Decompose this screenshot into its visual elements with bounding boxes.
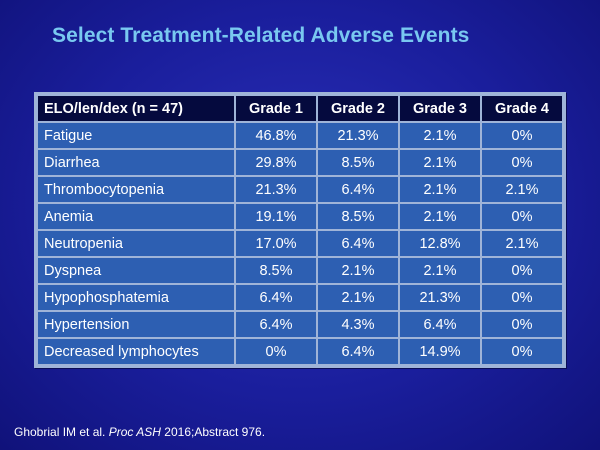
grade-3-value: 6.4% <box>400 312 480 337</box>
adverse-events-table-container: ELO/len/dex (n = 47) Grade 1 Grade 2 Gra… <box>34 92 566 368</box>
grade-3-value: 21.3% <box>400 285 480 310</box>
grade-2-value: 6.4% <box>318 231 398 256</box>
grade-4-value: 0% <box>482 150 562 175</box>
grade-1-value: 0% <box>236 339 316 364</box>
grade-4-value: 0% <box>482 123 562 148</box>
grade-2-value: 6.4% <box>318 177 398 202</box>
citation-journal: Proc ASH <box>108 425 161 439</box>
header-cohort: ELO/len/dex (n = 47) <box>38 96 234 121</box>
grade-3-value: 2.1% <box>400 123 480 148</box>
table-row: Neutropenia 17.0% 6.4% 12.8% 2.1% <box>38 231 562 256</box>
grade-4-value: 0% <box>482 204 562 229</box>
event-name: Hypertension <box>38 312 234 337</box>
event-name: Thrombocytopenia <box>38 177 234 202</box>
grade-3-value: 2.1% <box>400 177 480 202</box>
table-row: Dyspnea 8.5% 2.1% 2.1% 0% <box>38 258 562 283</box>
grade-3-value: 2.1% <box>400 258 480 283</box>
grade-3-value: 2.1% <box>400 204 480 229</box>
grade-2-value: 8.5% <box>318 150 398 175</box>
event-name: Neutropenia <box>38 231 234 256</box>
table-row: Hypertension 6.4% 4.3% 6.4% 0% <box>38 312 562 337</box>
grade-1-value: 6.4% <box>236 285 316 310</box>
grade-3-value: 12.8% <box>400 231 480 256</box>
grade-3-value: 14.9% <box>400 339 480 364</box>
slide-title: Select Treatment-Related Adverse Events <box>52 24 470 47</box>
grade-2-value: 21.3% <box>318 123 398 148</box>
citation-authors: Ghobrial IM et al. <box>14 425 109 439</box>
grade-1-value: 46.8% <box>236 123 316 148</box>
grade-4-value: 2.1% <box>482 177 562 202</box>
grade-1-value: 19.1% <box>236 204 316 229</box>
grade-4-value: 0% <box>482 285 562 310</box>
citation-details: 2016;Abstract 976. <box>160 425 266 439</box>
header-grade-3: Grade 3 <box>400 96 480 121</box>
table-row: Anemia 19.1% 8.5% 2.1% 0% <box>38 204 562 229</box>
event-name: Diarrhea <box>38 150 234 175</box>
table-row: Thrombocytopenia 21.3% 6.4% 2.1% 2.1% <box>38 177 562 202</box>
grade-1-value: 8.5% <box>236 258 316 283</box>
citation: Ghobrial IM et al. Proc ASH 2016;Abstrac… <box>14 425 265 439</box>
event-name: Dyspnea <box>38 258 234 283</box>
event-name: Fatigue <box>38 123 234 148</box>
adverse-events-table: ELO/len/dex (n = 47) Grade 1 Grade 2 Gra… <box>36 94 564 366</box>
header-grade-4: Grade 4 <box>482 96 562 121</box>
grade-2-value: 2.1% <box>318 258 398 283</box>
grade-4-value: 0% <box>482 258 562 283</box>
event-name: Decreased lymphocytes <box>38 339 234 364</box>
grade-2-value: 6.4% <box>318 339 398 364</box>
grade-2-value: 8.5% <box>318 204 398 229</box>
event-name: Hypophosphatemia <box>38 285 234 310</box>
grade-2-value: 2.1% <box>318 285 398 310</box>
grade-1-value: 21.3% <box>236 177 316 202</box>
grade-1-value: 6.4% <box>236 312 316 337</box>
grade-1-value: 29.8% <box>236 150 316 175</box>
event-name: Anemia <box>38 204 234 229</box>
grade-3-value: 2.1% <box>400 150 480 175</box>
grade-4-value: 2.1% <box>482 231 562 256</box>
table-row: Fatigue 46.8% 21.3% 2.1% 0% <box>38 123 562 148</box>
header-grade-1: Grade 1 <box>236 96 316 121</box>
table-row: Hypophosphatemia 6.4% 2.1% 21.3% 0% <box>38 285 562 310</box>
table-header-row: ELO/len/dex (n = 47) Grade 1 Grade 2 Gra… <box>38 96 562 121</box>
grade-4-value: 0% <box>482 312 562 337</box>
grade-4-value: 0% <box>482 339 562 364</box>
table-row: Decreased lymphocytes 0% 6.4% 14.9% 0% <box>38 339 562 364</box>
header-grade-2: Grade 2 <box>318 96 398 121</box>
table-row: Diarrhea 29.8% 8.5% 2.1% 0% <box>38 150 562 175</box>
grade-1-value: 17.0% <box>236 231 316 256</box>
grade-2-value: 4.3% <box>318 312 398 337</box>
